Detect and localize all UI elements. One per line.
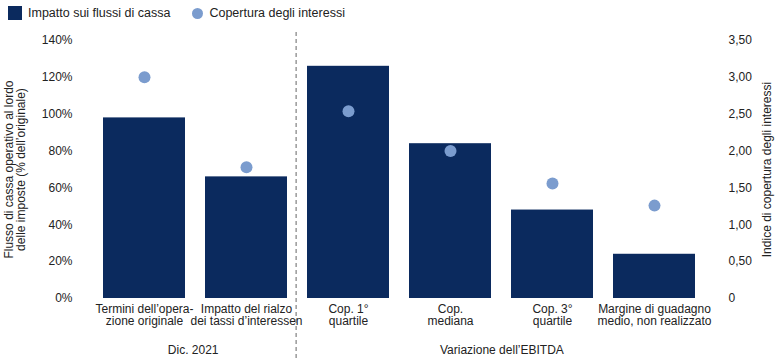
svg-text:40%: 40%: [48, 218, 72, 232]
svg-text:0,50: 0,50: [729, 254, 753, 268]
svg-text:Cop. 3°quartile: Cop. 3°quartile: [532, 302, 572, 328]
svg-text:Margine di guadagnomedio, non: Margine di guadagnomedio, non realizzato: [597, 302, 711, 328]
svg-text:60%: 60%: [48, 181, 72, 195]
svg-text:1,00: 1,00: [729, 218, 753, 232]
svg-text:2,00: 2,00: [729, 144, 753, 158]
svg-text:0: 0: [729, 291, 736, 305]
svg-text:100%: 100%: [42, 107, 73, 121]
svg-text:2,50: 2,50: [729, 107, 753, 121]
svg-text:Indice di copertura degli inte: Indice di copertura degli interessi: [760, 82, 774, 257]
svg-text:Impatto del rialzodei tassi d’: Impatto del rialzodei tassi d’interessen: [190, 302, 302, 328]
svg-text:140%: 140%: [42, 33, 73, 47]
svg-text:0%: 0%: [55, 291, 73, 305]
svg-text:1,50: 1,50: [729, 181, 753, 195]
svg-text:Dic. 2021: Dic. 2021: [168, 343, 219, 357]
html-text:Copertura degli interessi: Copertura degli interessi: [209, 6, 345, 20]
svg-text:20%: 20%: [48, 254, 72, 268]
svg-text:80%: 80%: [48, 144, 72, 158]
svg-text:3,50: 3,50: [729, 33, 753, 47]
svg-text:Termini dell’opera-zione origi: Termini dell’opera-zione originale: [95, 302, 193, 328]
svg-text:Cop. 1°quartile: Cop. 1°quartile: [328, 302, 368, 328]
svg-text:3,00: 3,00: [729, 70, 753, 84]
svg-text:Variazione dell’EBITDA: Variazione dell’EBITDA: [440, 343, 564, 357]
svg-text:120%: 120%: [42, 70, 73, 84]
svg-text:Cop.mediana: Cop.mediana: [427, 302, 473, 328]
html-text:Impatto sui flussi di cassa: Impatto sui flussi di cassa: [28, 6, 171, 20]
svg-text:Flusso di cassa operativo al l: Flusso di cassa operativo al lordodelle …: [2, 80, 28, 258]
